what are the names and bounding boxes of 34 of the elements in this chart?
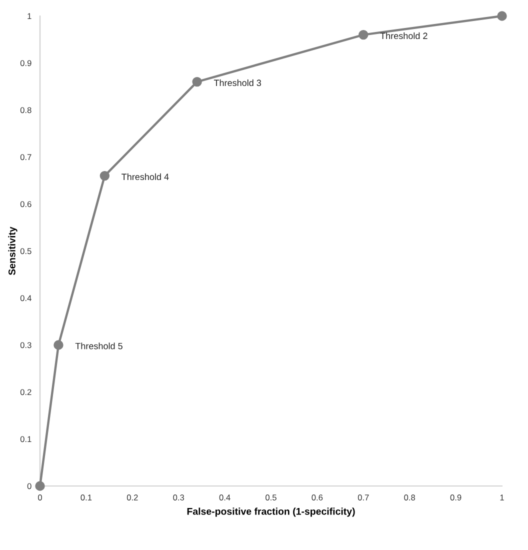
point bbox=[192, 76, 202, 87]
x-tick-label: 0.2 bbox=[126, 494, 138, 500]
x-tick-label: 0.4 bbox=[219, 494, 230, 500]
y-tick-label: 0.4 bbox=[20, 295, 32, 302]
y-tick-label: 0.5 bbox=[20, 248, 32, 254]
x-tick-label: 0.1 bbox=[80, 494, 92, 500]
y-tick-label: 0.1 bbox=[20, 436, 32, 442]
y-tick-label: 1 bbox=[28, 13, 32, 20]
point bbox=[35, 481, 45, 491]
annotation: Threshold 4 bbox=[122, 173, 169, 180]
y-tick-label: 0.7 bbox=[20, 154, 32, 160]
point bbox=[54, 340, 64, 350]
x-tick-label: 0.5 bbox=[266, 494, 276, 500]
y-tick-label: 0 bbox=[27, 483, 32, 490]
x-tick-label: 1 bbox=[500, 494, 504, 500]
y-tick-label: 0.8 bbox=[20, 107, 32, 114]
x-tick-label: 0 bbox=[38, 494, 42, 500]
point bbox=[497, 11, 507, 21]
annotation: Threshold 5 bbox=[75, 342, 122, 350]
x-tick-label: 0.7 bbox=[358, 494, 369, 500]
annotation: Threshold 2 bbox=[380, 32, 428, 40]
x-tick-label: 0.6 bbox=[312, 494, 323, 500]
x-tick-label: 0.9 bbox=[450, 494, 462, 500]
y-tick-label: 0.6 bbox=[20, 201, 32, 208]
y-tick-label: 0.2 bbox=[20, 389, 32, 396]
y-axis-title: Sensitivity bbox=[8, 226, 18, 276]
x-tick-label: 0.8 bbox=[404, 494, 416, 500]
annotation: Threshold 3 bbox=[214, 79, 262, 86]
point bbox=[100, 170, 110, 181]
x-axis-title: False-positive fraction (1-specificity) bbox=[187, 508, 355, 517]
y-tick-label: 0.9 bbox=[20, 60, 32, 66]
y-tick-label: 0.3 bbox=[20, 342, 32, 348]
x-tick-label: 0.3 bbox=[173, 494, 184, 500]
point bbox=[358, 30, 368, 40]
